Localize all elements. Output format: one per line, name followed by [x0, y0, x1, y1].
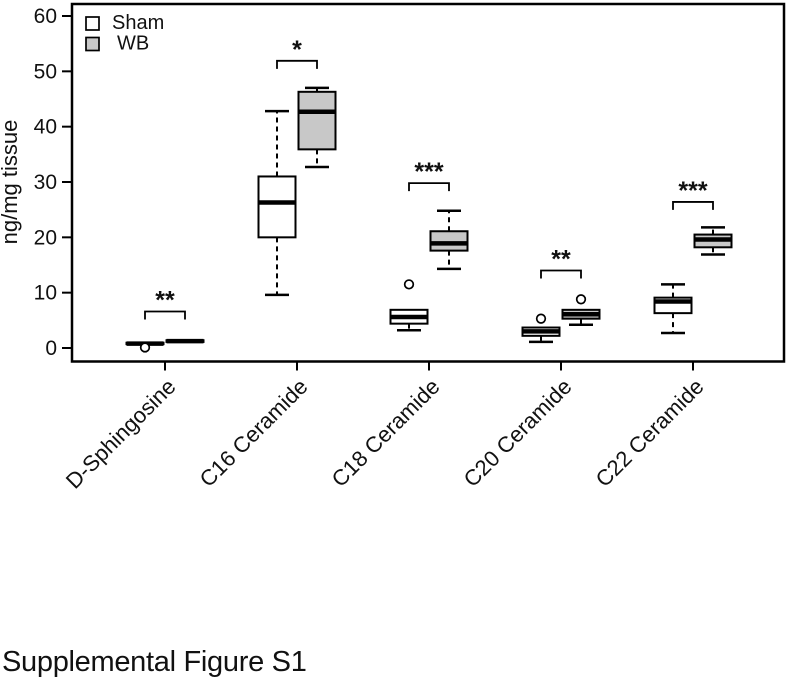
y-axis-label: ng/mg tissue: [0, 120, 22, 245]
y-tick-label: 30: [34, 171, 57, 194]
sig-stars-d-sphingosine: **: [155, 286, 175, 314]
sig-bracket-c20-ceramide: [540, 269, 582, 279]
outlier-sham-c20-ceramide: [535, 313, 547, 324]
sig-bracket-c18-ceramide: [408, 182, 450, 192]
figure-caption: Supplemental Figure S1: [2, 646, 307, 678]
sig-bracket-c22-ceramide: [672, 201, 714, 210]
y-tick-label: 40: [34, 116, 57, 139]
sig-bracket-c16-ceramide: [276, 59, 318, 69]
y-tick-label: 20: [34, 226, 57, 249]
outlier-wb-c20-ceramide: [575, 294, 587, 305]
sig-stars-c16-ceramide: *: [292, 36, 302, 64]
sig-stars-c20-ceramide: **: [551, 246, 571, 274]
x-category-label-c18-ceramide: C18 Ceramide: [327, 374, 445, 492]
box-sham-c16-ceramide: [257, 175, 297, 239]
x-category-label-c22-ceramide: C22 Ceramide: [591, 374, 709, 492]
y-tick-label: 10: [34, 282, 57, 305]
sig-stars-c18-ceramide: ***: [414, 158, 443, 186]
y-tick-label: 60: [34, 5, 57, 28]
legend-label-wb: WB: [117, 33, 149, 55]
outlier-sham-d-sphingosine: [139, 342, 151, 353]
y-tick-label: 50: [34, 60, 57, 83]
x-category-label-d-sphingosine: D-Sphingosine: [61, 374, 181, 494]
legend-swatch-wb: [85, 36, 100, 52]
sig-stars-c22-ceramide: ***: [678, 177, 707, 205]
sig-bracket-d-sphingosine: [144, 310, 186, 320]
y-tick-label: 0: [45, 337, 57, 360]
x-category-label-c20-ceramide: C20 Ceramide: [459, 374, 577, 492]
box-wb-c18-ceramide: [429, 230, 469, 252]
x-category-label-c16-ceramide: C16 Ceramide: [195, 374, 313, 492]
outlier-sham-c18-ceramide: [403, 279, 415, 290]
legend-label-sham: Sham: [112, 12, 164, 34]
box-wb-c16-ceramide: [297, 90, 337, 151]
legend-swatch-sham: [85, 16, 100, 31]
